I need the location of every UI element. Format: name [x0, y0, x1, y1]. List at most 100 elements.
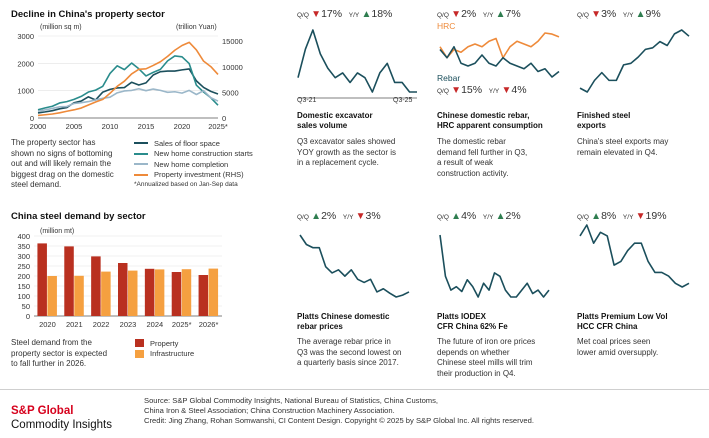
brand-subtitle: Commodity Insights: [11, 419, 112, 431]
x-tick-label: 2024: [147, 320, 164, 329]
up-arrow-icon: ▲: [495, 211, 506, 222]
down-arrow-icon: ▼: [591, 9, 602, 20]
yy-label: Y/Y: [342, 214, 354, 221]
x-tick-label: 2025*: [208, 122, 228, 131]
property-body-line: steel demand.: [11, 180, 62, 190]
body-line: depends on whether: [437, 347, 510, 357]
yy-value: 9%: [645, 8, 661, 20]
y-left-tick-label: 1000: [17, 87, 34, 96]
bar: [208, 268, 219, 316]
demand-body: Steel demand from the property sector is…: [11, 338, 107, 370]
qq-label: Q/Q: [437, 88, 449, 95]
demand-body-line: property sector is expected: [11, 348, 108, 358]
excavator-body: Q3 excavator sales showed YOY growth as …: [297, 137, 396, 169]
brand-logo: S&P Global: [11, 405, 74, 417]
title-line: rebar prices: [297, 322, 343, 331]
legend-item: New home construction starts: [134, 149, 253, 160]
excavator-chart: [297, 29, 417, 99]
hcc-title: Platts Premium Low Vol HCC CFR China: [577, 312, 668, 332]
x-tick-label: 2020: [39, 320, 56, 329]
yy-value: 7%: [505, 8, 521, 20]
yy-value: 4%: [511, 84, 527, 96]
property-legend: Sales of floor space New home constructi…: [134, 138, 253, 188]
hcc-body: Met coal prices seen lower amid oversupp…: [577, 337, 658, 358]
legend-label: Property: [150, 338, 179, 348]
sparkline: [297, 29, 417, 93]
y-tick-label: 50: [22, 302, 30, 311]
body-line: The future of iron ore prices: [437, 337, 536, 346]
y-left-tick-label: 3000: [17, 32, 34, 41]
legend-swatch: [134, 163, 148, 166]
down-arrow-icon: ▼: [311, 9, 322, 20]
hcc-chart: [579, 224, 690, 288]
x-start-label: Q3-21: [297, 97, 317, 104]
qq-value: 8%: [601, 210, 617, 222]
property-right-unit: (trillion Yuan): [176, 24, 217, 31]
qq-value: 3%: [601, 8, 617, 20]
panel-iodex: Q/Q ▲4% Y/Y ▲2%: [437, 210, 562, 222]
series-line: [37, 55, 219, 111]
legend-item: Property: [135, 338, 194, 349]
qq-yy-change: Q/Q ▼2% Y/Y ▲7%: [437, 8, 562, 20]
bar: [101, 271, 111, 316]
yy-value: 2%: [505, 210, 521, 222]
y-tick-label: 350: [17, 242, 30, 251]
yy-label: Y/Y: [488, 88, 500, 95]
up-arrow-icon: ▲: [635, 9, 646, 20]
qq-yy-change: Q/Q ▲8% Y/Y ▼19%: [577, 210, 702, 222]
yy-value: 3%: [365, 210, 381, 222]
legend-item: New home completion: [134, 159, 253, 170]
legend-label: New home completion: [154, 159, 229, 169]
sparkline: [439, 32, 560, 59]
x-tick-label: 2015: [138, 122, 155, 131]
rebar-hrc-chart: [439, 32, 560, 78]
rebar-hrc-title: Chinese domestic rebar, HRC apparent con…: [437, 111, 543, 131]
y-left-tick-label: 2000: [17, 59, 34, 68]
demand-legend: Property Infrastructure: [135, 338, 194, 359]
x-tick-label: 2005: [66, 122, 83, 131]
legend-swatch: [134, 142, 148, 145]
legend-swatch: [134, 173, 148, 176]
body-line: Q3 was the second lowest on: [297, 347, 402, 357]
exports-chart: [579, 29, 690, 93]
up-arrow-icon: ▲: [311, 211, 322, 222]
legend-swatch: [134, 152, 148, 155]
yy-value: 18%: [371, 8, 393, 20]
body-line: Met coal prices seen: [577, 337, 651, 346]
x-tick-label: 2000: [30, 122, 47, 131]
body-line: Chinese steel mills will trim: [437, 358, 533, 368]
qq-value: 2%: [461, 8, 477, 20]
demand-body-line: to fall further in 2026.: [11, 359, 87, 369]
y-tick-label: 300: [17, 252, 30, 261]
x-tick-label: 2025*: [172, 320, 192, 329]
rebar-change: Q/Q ▼15% Y/Y ▼4%: [437, 84, 562, 96]
body-line: China's steel exports may: [577, 137, 669, 146]
body-line: a quarterly basis since 2017.: [297, 358, 399, 368]
legend-item: Property investment (RHS): [134, 170, 253, 181]
qq-value: 17%: [321, 8, 343, 20]
up-arrow-icon: ▲: [591, 211, 602, 222]
y-tick-label: 250: [17, 262, 30, 271]
yy-label: Y/Y: [622, 12, 634, 19]
bar: [37, 243, 47, 316]
panel-exports: Q/Q ▼3% Y/Y ▲9%: [577, 8, 702, 20]
bar: [198, 275, 209, 316]
title-line: Platts Chinese domestic: [297, 312, 390, 321]
x-tick-label: 2010: [102, 122, 119, 131]
yy-label: Y/Y: [622, 214, 634, 221]
qq-label: Q/Q: [577, 214, 589, 221]
bar: [144, 268, 155, 316]
down-arrow-icon: ▼: [501, 85, 512, 96]
body-line: construction activity.: [437, 168, 509, 178]
body-line: remain elevated in Q4.: [577, 147, 658, 157]
qq-yy-change: Q/Q ▲4% Y/Y ▲2%: [437, 210, 562, 222]
title-line: Chinese domestic rebar,: [437, 111, 530, 120]
y-tick-label: 200: [17, 272, 30, 281]
sparkline: [439, 234, 550, 298]
y-right-tick-label: 10000: [222, 63, 243, 72]
qq-yy-change: Q/Q ▼17% Y/Y ▲18%: [297, 8, 422, 20]
exports-title: Finished steel exports: [577, 111, 630, 131]
body-line: demand fell further in Q3,: [437, 147, 528, 157]
bar: [47, 276, 57, 316]
bar: [118, 263, 128, 316]
